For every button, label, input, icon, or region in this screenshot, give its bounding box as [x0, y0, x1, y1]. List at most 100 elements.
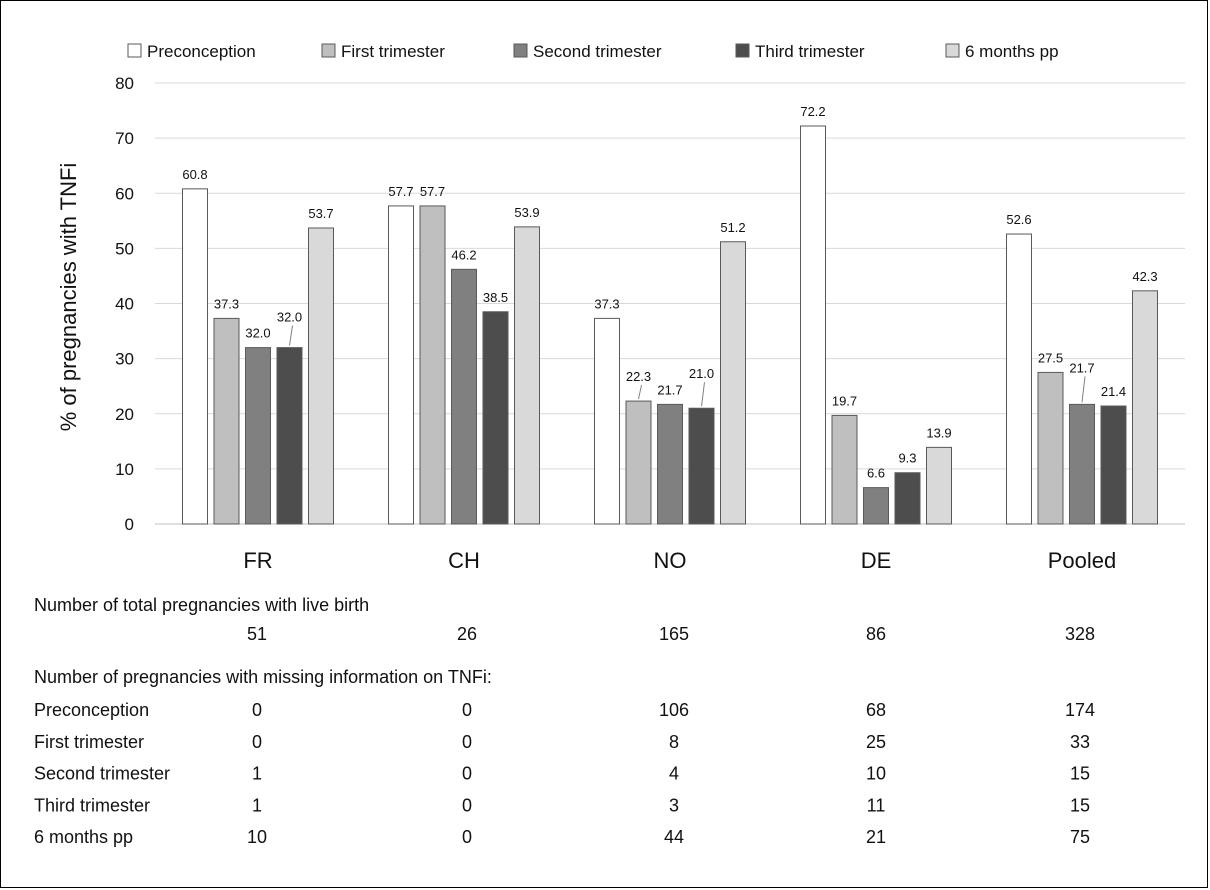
legend: Preconception First trimester Second trime… [128, 42, 1059, 61]
y-tick-label: 30 [115, 350, 134, 369]
table-cell: 106 [659, 700, 689, 720]
bar-6-months-pp-fr [309, 228, 334, 524]
table-cell: 75 [1070, 827, 1090, 847]
x-category-label: DE [861, 548, 892, 573]
bar-third-trimester-pooled [1101, 406, 1126, 524]
bar-value-label: 60.8 [182, 167, 207, 182]
bar-value-label: 72.2 [800, 104, 825, 119]
bar-value-label: 37.3 [594, 296, 619, 311]
bar-value-label: 32.0 [245, 326, 270, 341]
bar-third-trimester-fr [277, 348, 302, 524]
y-tick-label: 50 [115, 239, 134, 258]
bar-value-label: 57.7 [420, 184, 445, 199]
bar-first-trimester-pooled [1038, 372, 1063, 524]
bar-value-label: 21.7 [657, 382, 682, 397]
y-tick-label: 40 [115, 295, 134, 314]
bar-second-trimester-pooled [1070, 404, 1095, 524]
table-row-label: First trimester [34, 732, 144, 752]
legend-label: Preconception [147, 42, 256, 61]
bar-value-label: 53.9 [514, 205, 539, 220]
bar-6-months-pp-ch [515, 227, 540, 524]
x-axis-categories: FR CH NO DE Pooled [243, 548, 1116, 573]
bar-first-trimester-no [626, 401, 651, 524]
bar-value-label: 42.3 [1132, 269, 1157, 284]
x-category-label: Pooled [1048, 548, 1117, 573]
table-cell: 0 [462, 764, 472, 784]
bar-first-trimester-de [832, 415, 857, 524]
legend-label: Second trimester [533, 42, 662, 61]
y-tick-label: 70 [115, 129, 134, 148]
y-axis-ticks: 0 10 20 30 40 50 60 70 80 [115, 74, 134, 534]
bar-preconception-fr [183, 189, 208, 524]
bar-value-label: 22.3 [626, 369, 651, 384]
table-row-label: Third trimester [34, 795, 150, 815]
legend-swatch [128, 44, 141, 57]
y-tick-label: 0 [125, 515, 134, 534]
legend-label: 6 months pp [965, 42, 1059, 61]
bar-value-label: 19.7 [832, 393, 857, 408]
table-cell: 25 [866, 732, 886, 752]
table-total-value: 165 [659, 624, 689, 644]
legend-swatch [322, 44, 335, 57]
bar-value-label: 37.3 [214, 296, 239, 311]
table-total-value: 26 [457, 624, 477, 644]
x-category-label: FR [243, 548, 272, 573]
table-cell: 68 [866, 700, 886, 720]
table-cell: 0 [252, 700, 262, 720]
legend-swatch [946, 44, 959, 57]
table-missing-heading: Number of pregnancies with missing infor… [34, 667, 492, 687]
table-row-label: Preconception [34, 700, 149, 720]
bar-value-label: 6.6 [867, 466, 885, 481]
table-cell: 4 [669, 764, 679, 784]
bar-preconception-no [595, 318, 620, 524]
label-leader-line [1082, 376, 1085, 402]
y-tick-label: 60 [115, 184, 134, 203]
table-cell: 33 [1070, 732, 1090, 752]
bar-third-trimester-de [895, 473, 920, 524]
bar-second-trimester-fr [246, 348, 271, 524]
bar-third-trimester-no [689, 408, 714, 524]
bars [183, 126, 1158, 524]
table-cell: 0 [462, 827, 472, 847]
bar-second-trimester-ch [452, 269, 477, 524]
x-category-label: NO [654, 548, 687, 573]
table-cell: 1 [252, 795, 262, 815]
bar-second-trimester-de [864, 488, 889, 524]
x-category-label: CH [448, 548, 480, 573]
table-cell: 3 [669, 795, 679, 815]
y-tick-label: 20 [115, 405, 134, 424]
bar-third-trimester-ch [483, 312, 508, 524]
bar-value-label: 46.2 [451, 247, 476, 262]
table-cell: 0 [462, 700, 472, 720]
table-total-value: 86 [866, 624, 886, 644]
table-cell: 10 [247, 827, 267, 847]
bar-preconception-ch [389, 206, 414, 524]
label-leader-line [639, 385, 642, 399]
legend-swatch [514, 44, 527, 57]
bar-value-label: 53.7 [308, 206, 333, 221]
y-tick-label: 10 [115, 460, 134, 479]
table-cell: 11 [867, 795, 886, 815]
bar-preconception-de [801, 126, 826, 524]
bar-value-label: 27.5 [1038, 350, 1063, 365]
bar-first-trimester-fr [214, 318, 239, 524]
bar-6-months-pp-no [721, 242, 746, 524]
table-cell: 1 [252, 764, 262, 784]
bar-first-trimester-ch [420, 206, 445, 524]
table-cell: 44 [664, 827, 684, 847]
table-cell: 174 [1065, 700, 1095, 720]
bar-second-trimester-no [658, 404, 683, 524]
table-cell: 0 [462, 732, 472, 752]
bar-value-label: 9.3 [898, 451, 916, 466]
table-cell: 10 [866, 764, 886, 784]
table-total-value: 51 [247, 624, 267, 644]
data-table: Number of total pregnancies with live bi… [34, 595, 1095, 847]
table-cell: 0 [462, 795, 472, 815]
bar-value-label: 13.9 [926, 425, 951, 440]
table-cell: 0 [252, 732, 262, 752]
bar-value-label: 32.0 [277, 310, 302, 325]
y-axis-label: % of pregnancies with TNFi [56, 163, 81, 432]
y-tick-label: 80 [115, 74, 134, 93]
table-cell: 15 [1070, 764, 1090, 784]
